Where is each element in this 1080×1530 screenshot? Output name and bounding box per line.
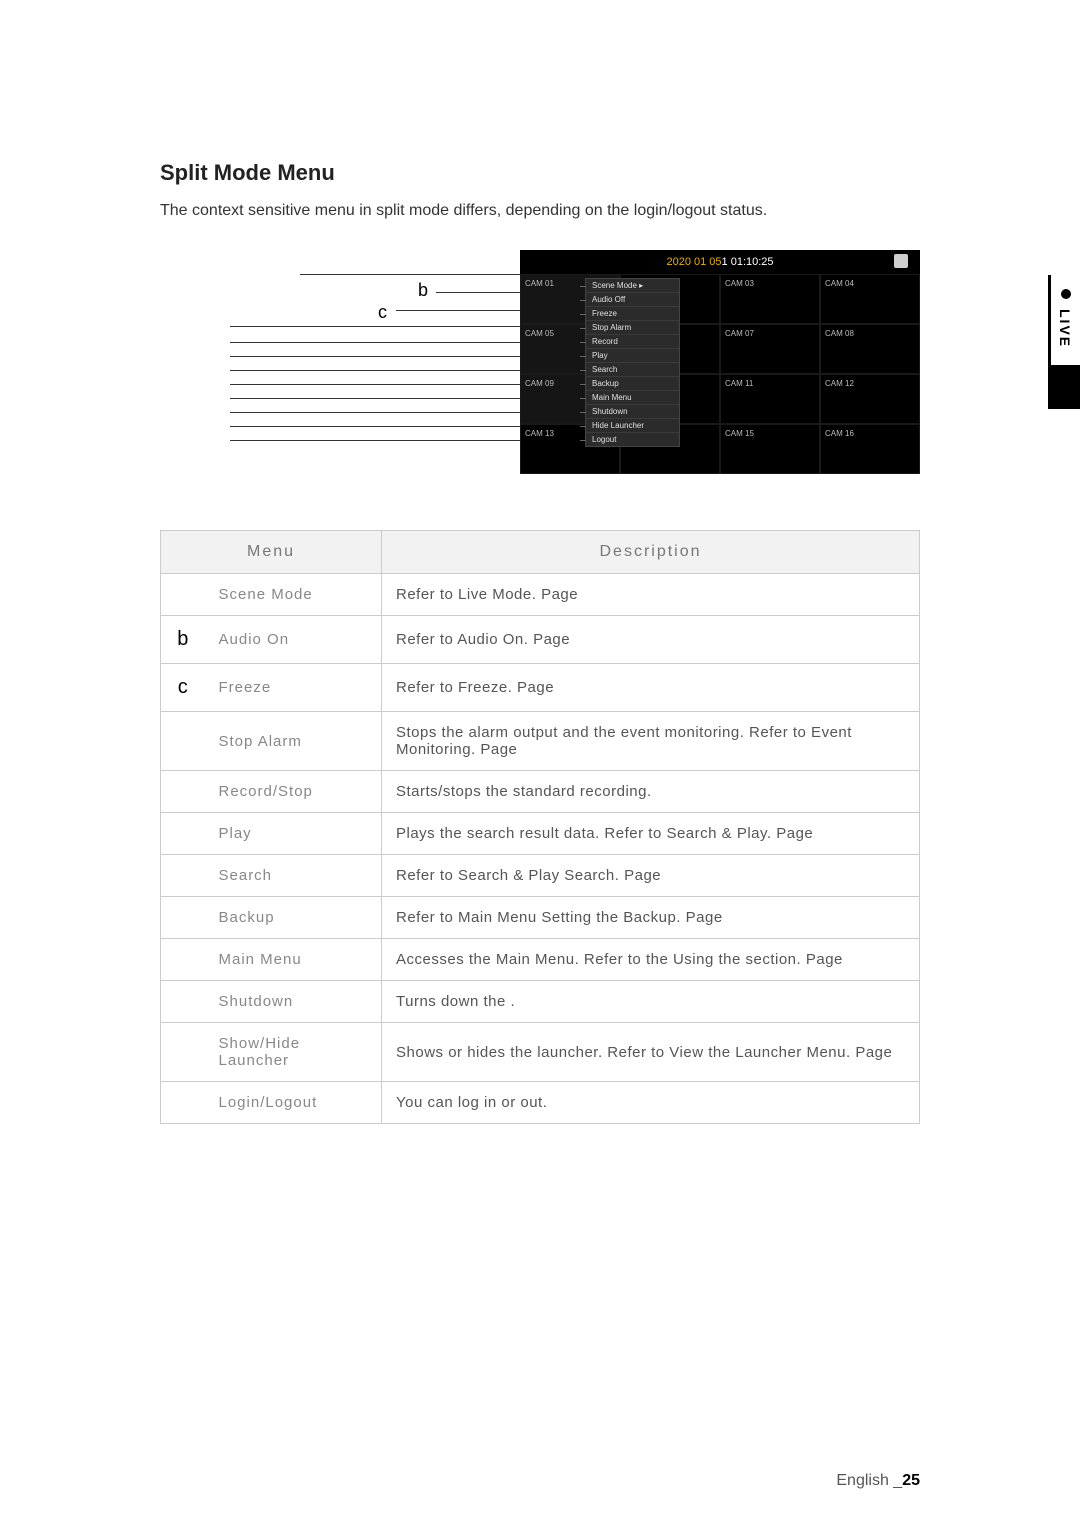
dvr-header: 2020 01 051 01:10:25 (520, 250, 920, 274)
diagram-row: b c 2020 01 051 01:10:25 CAM 01 (160, 250, 920, 480)
callout-line (230, 384, 520, 385)
camera-cell: CAM 12 (820, 374, 920, 424)
callout-b-label: b (418, 280, 428, 301)
menu-item-hide-launcher[interactable]: Hide Launcher (586, 419, 679, 433)
callout-line (230, 356, 520, 357)
side-tab-bullet (1061, 289, 1071, 299)
menu-item-search[interactable]: Search (586, 363, 679, 377)
table-row: Scene ModeRefer to Live Mode. Page (161, 574, 920, 616)
camera-cell: CAM 15 (720, 424, 820, 474)
dvr-timestamp-time: 1 01:10:25 (722, 256, 774, 268)
table-row: SearchRefer to Search & Play Search. Pag… (161, 855, 920, 897)
callout-line (230, 440, 520, 441)
table-row: cFreezeRefer to Freeze. Page (161, 664, 920, 712)
dvr-screenshot: 2020 01 051 01:10:25 CAM 01 CAM 03 CAM 0… (520, 250, 920, 474)
table-row: BackupRefer to Main Menu Setting the Bac… (161, 897, 920, 939)
footer-page-number: 25 (902, 1472, 920, 1489)
menu-item-play[interactable]: Play (586, 349, 679, 363)
footer-language: English _ (836, 1472, 902, 1489)
table-header-menu: Menu (161, 531, 382, 574)
context-menu[interactable]: Scene Mode ▸ Audio Off Freeze Stop Alarm… (585, 278, 680, 447)
callout-line (230, 398, 520, 399)
menu-item-backup[interactable]: Backup (586, 377, 679, 391)
callout-line (396, 310, 520, 311)
dvr-grid: CAM 01 CAM 03 CAM 04 CAM 05 CAM 07 CAM 0… (520, 274, 920, 474)
camera-cell: CAM 03 (720, 274, 820, 324)
camera-cell: CAM 16 (820, 424, 920, 474)
dvr-timestamp-date: 2020 01 05 (666, 256, 721, 268)
menu-item-main-menu[interactable]: Main Menu (586, 391, 679, 405)
callout-line (230, 342, 520, 343)
table-row: Record/StopStarts/stops the standard rec… (161, 771, 920, 813)
menu-description-table: Menu Description Scene ModeRefer to Live… (160, 530, 920, 1124)
callout-line (230, 426, 520, 427)
callout-c-label: c (378, 302, 387, 323)
user-icon (894, 254, 908, 268)
camera-cell: CAM 07 (720, 324, 820, 374)
table-row: Stop AlarmStops the alarm output and the… (161, 712, 920, 771)
table-row: bAudio OnRefer to Audio On. Page (161, 616, 920, 664)
menu-item-freeze[interactable]: Freeze (586, 307, 679, 321)
camera-cell: CAM 04 (820, 274, 920, 324)
table-row: Login/LogoutYou can log in or out. (161, 1082, 920, 1124)
callout-area: b c (160, 250, 520, 480)
callout-line (230, 412, 520, 413)
camera-cell: CAM 11 (720, 374, 820, 424)
page-content: Split Mode Menu The context sensitive me… (160, 160, 920, 1124)
side-tab-label: LIVE (1057, 309, 1073, 348)
menu-item-stop-alarm[interactable]: Stop Alarm (586, 321, 679, 335)
menu-item-logout[interactable]: Logout (586, 433, 679, 446)
callout-line (300, 274, 520, 275)
table-header-description: Description (382, 531, 920, 574)
table-row: Main MenuAccesses the Main Menu. Refer t… (161, 939, 920, 981)
callout-line (436, 292, 520, 293)
callout-line (230, 326, 520, 327)
page-footer: English _25 (0, 1472, 1080, 1490)
section-description: The context sensitive menu in split mode… (160, 202, 920, 220)
menu-item-record[interactable]: Record (586, 335, 679, 349)
side-tab: LIVE (1048, 275, 1080, 365)
callout-line (230, 370, 520, 371)
camera-cell: CAM 08 (820, 324, 920, 374)
side-tab-shade (1048, 365, 1080, 409)
menu-item-audio-off[interactable]: Audio Off (586, 293, 679, 307)
table-row: ShutdownTurns down the . (161, 981, 920, 1023)
menu-item-shutdown[interactable]: Shutdown (586, 405, 679, 419)
section-title: Split Mode Menu (160, 160, 920, 186)
menu-item-scene-mode[interactable]: Scene Mode ▸ (586, 279, 679, 293)
table-body: Scene ModeRefer to Live Mode. Page bAudi… (161, 574, 920, 1124)
table-row: Show/Hide LauncherShows or hides the lau… (161, 1023, 920, 1082)
table-row: PlayPlays the search result data. Refer … (161, 813, 920, 855)
